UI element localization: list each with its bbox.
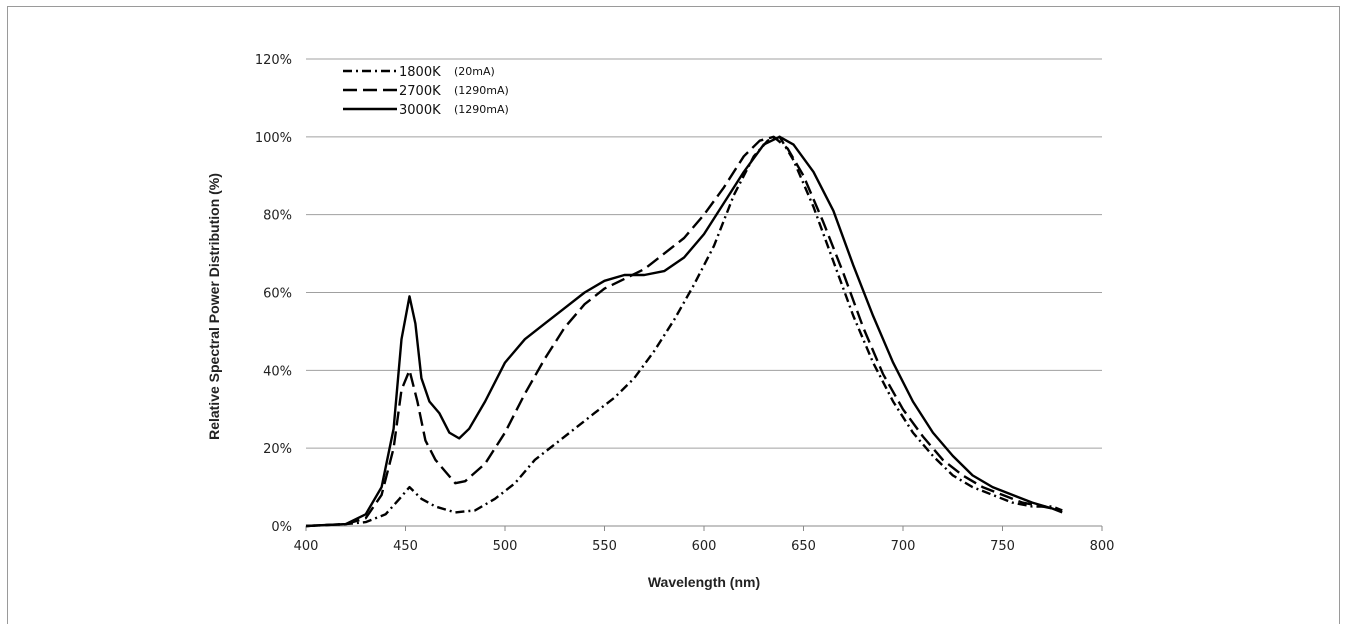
series-line-1800k (305, 135, 1063, 528)
chart-frame (7, 6, 1340, 624)
x-tick-label: 450 (393, 539, 418, 554)
y-tick-label: 80% (263, 209, 292, 224)
x-tick-label: 500 (493, 539, 518, 554)
x-tick-label: 650 (791, 539, 816, 554)
legend: 1800K (20mA) 2700K (1290mA) 3000K (1290mA) (343, 65, 509, 118)
gridlines (306, 58, 1102, 527)
legend-label: 3000K (399, 103, 441, 118)
x-tick-label: 600 (692, 539, 717, 554)
x-axis-title: Wavelength (nm) (648, 574, 760, 590)
series-lines (305, 135, 1063, 528)
y-tick-labels: 0% 20% 40% 60% 80% 100% 120% (255, 53, 292, 535)
series-line-2700k (305, 135, 1063, 528)
legend-note: (1290mA) (454, 84, 509, 97)
x-tick-label: 800 (1090, 539, 1115, 554)
x-tick-label: 400 (294, 539, 319, 554)
x-tick-label: 550 (592, 539, 617, 554)
series-line-3000k (305, 135, 1063, 528)
legend-note: (20mA) (454, 65, 495, 78)
x-tick-label: 750 (990, 539, 1015, 554)
legend-label: 2700K (399, 84, 441, 99)
y-tick-label: 100% (255, 131, 292, 146)
y-axis-title: Relative Spectral Power Distribution (%) (206, 173, 222, 440)
y-tick-label: 60% (263, 287, 292, 302)
y-tick-label: 20% (263, 442, 292, 457)
legend-note: (1290mA) (454, 103, 509, 116)
y-tick-label: 0% (271, 520, 292, 535)
x-tick-label: 700 (891, 539, 916, 554)
y-tick-label: 40% (263, 364, 292, 379)
x-tick-labels: 400 450 500 550 600 650 700 750 800 (294, 526, 1115, 554)
legend-label: 1800K (399, 65, 441, 80)
y-tick-label: 120% (255, 53, 292, 68)
